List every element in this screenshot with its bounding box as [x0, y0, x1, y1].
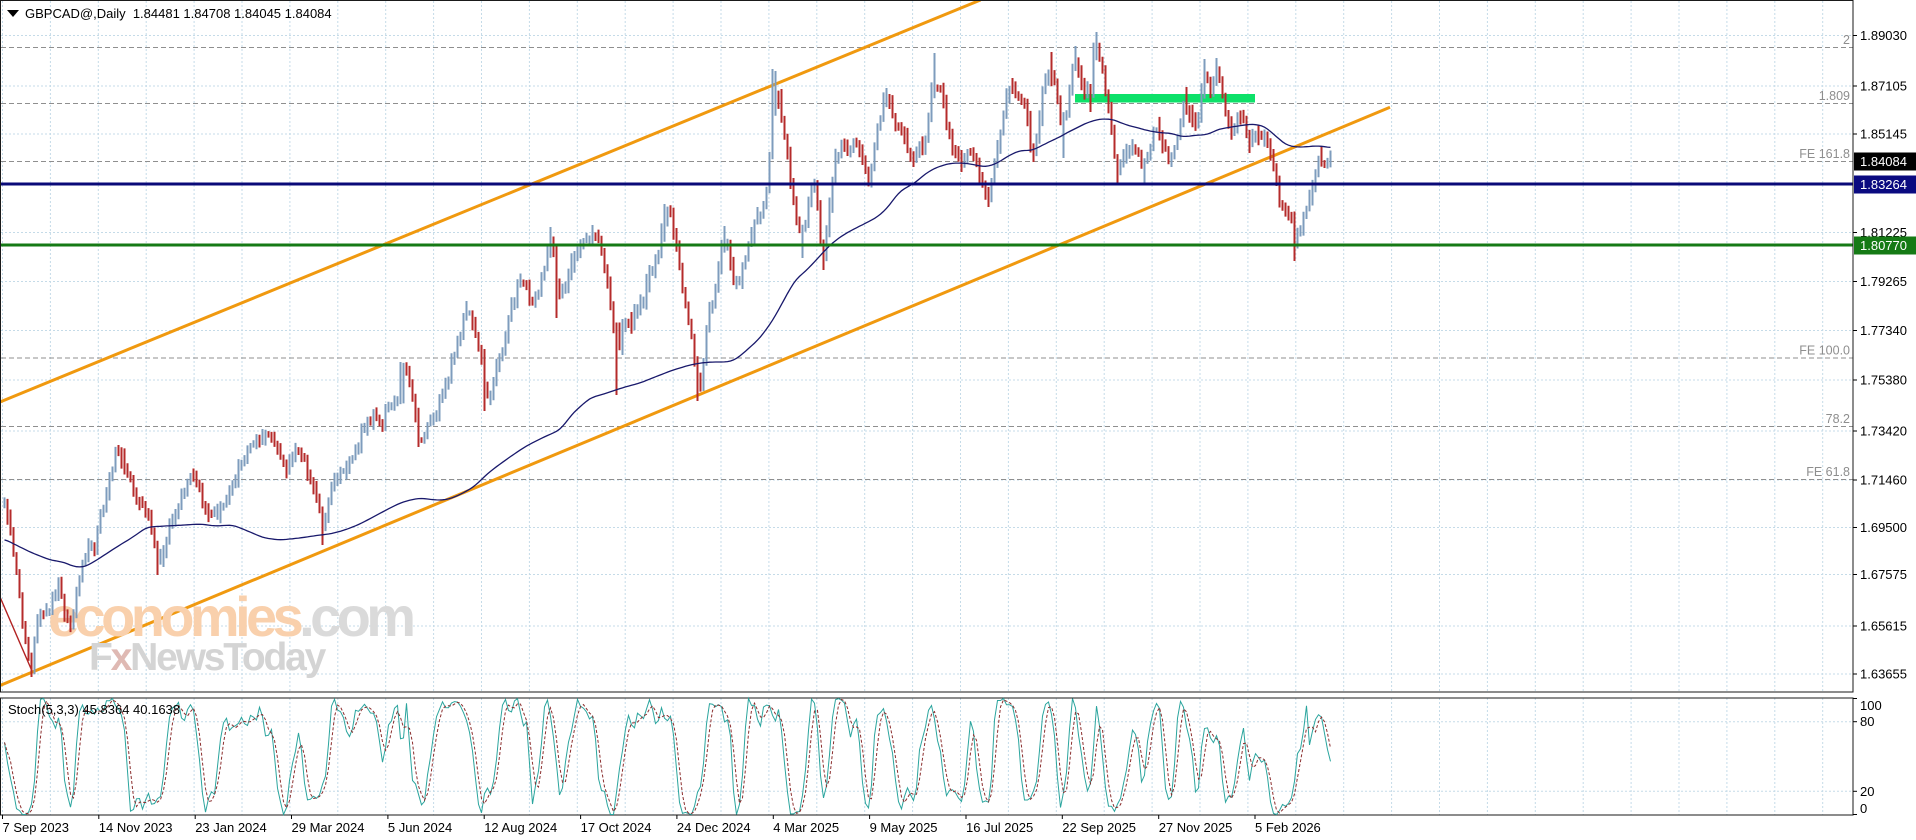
- svg-text:16 Jul 2025: 16 Jul 2025: [966, 820, 1033, 835]
- svg-text:1.65615: 1.65615: [1860, 619, 1907, 634]
- svg-text:1.63655: 1.63655: [1860, 667, 1907, 682]
- svg-text:0: 0: [1860, 801, 1867, 816]
- svg-text:20: 20: [1860, 784, 1874, 799]
- svg-text:4 Mar 2025: 4 Mar 2025: [773, 820, 839, 835]
- svg-text:17 Oct 2024: 17 Oct 2024: [581, 820, 652, 835]
- svg-text:1.71460: 1.71460: [1860, 473, 1907, 488]
- svg-text:GBPCAD@,Daily 1.84481 1.84708: GBPCAD@,Daily 1.84481 1.84708 1.84045 1.…: [25, 6, 332, 21]
- svg-text:23 Jan 2024: 23 Jan 2024: [195, 820, 267, 835]
- svg-text:1.77340: 1.77340: [1860, 323, 1907, 338]
- svg-text:FE 161.8: FE 161.8: [1799, 147, 1850, 161]
- svg-text:14 Nov 2023: 14 Nov 2023: [99, 820, 173, 835]
- svg-text:Stoch(5,3,3) 45.8364 40.1638: Stoch(5,3,3) 45.8364 40.1638: [8, 702, 180, 717]
- svg-text:FxNewsToday: FxNewsToday: [89, 636, 327, 679]
- svg-text:5 Feb 2026: 5 Feb 2026: [1255, 820, 1321, 835]
- svg-text:100: 100: [1860, 698, 1882, 713]
- svg-text:2: 2: [1843, 33, 1850, 47]
- svg-text:1.67575: 1.67575: [1860, 567, 1907, 582]
- svg-text:9 May 2025: 9 May 2025: [870, 820, 938, 835]
- svg-text:economies.com: economies.com: [48, 585, 413, 648]
- svg-text:1.84084: 1.84084: [1860, 154, 1907, 169]
- svg-text:1.69500: 1.69500: [1860, 520, 1907, 535]
- svg-text:1.809: 1.809: [1819, 89, 1850, 103]
- svg-text:80: 80: [1860, 714, 1874, 729]
- svg-text:5 Jun 2024: 5 Jun 2024: [388, 820, 452, 835]
- svg-text:78.2: 78.2: [1826, 412, 1850, 426]
- svg-text:1.83264: 1.83264: [1860, 177, 1907, 192]
- svg-text:1.79265: 1.79265: [1860, 274, 1907, 289]
- svg-text:7 Sep 2023: 7 Sep 2023: [3, 820, 70, 835]
- svg-text:1.81225: 1.81225: [1860, 225, 1907, 240]
- svg-text:29 Mar 2024: 29 Mar 2024: [292, 820, 365, 835]
- svg-text:1.75380: 1.75380: [1860, 373, 1907, 388]
- svg-text:1.89030: 1.89030: [1860, 28, 1907, 43]
- svg-text:FE 100.0: FE 100.0: [1799, 344, 1850, 358]
- svg-text:12 Aug 2024: 12 Aug 2024: [484, 820, 557, 835]
- svg-text:24 Dec 2024: 24 Dec 2024: [677, 820, 751, 835]
- svg-text:1.73420: 1.73420: [1860, 424, 1907, 439]
- svg-text:1.85145: 1.85145: [1860, 127, 1907, 142]
- svg-text:FE 61.8: FE 61.8: [1806, 465, 1850, 479]
- svg-text:22 Sep 2025: 22 Sep 2025: [1062, 820, 1136, 835]
- svg-text:1.80770: 1.80770: [1860, 238, 1907, 253]
- svg-text:27 Nov 2025: 27 Nov 2025: [1159, 820, 1233, 835]
- svg-text:1.87105: 1.87105: [1860, 79, 1907, 94]
